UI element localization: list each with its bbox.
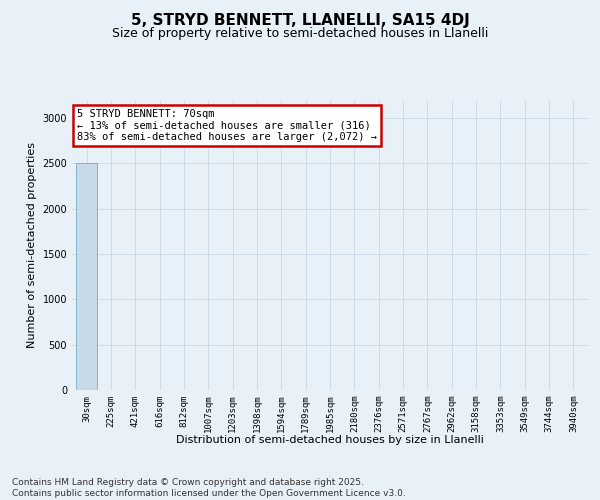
Text: 5 STRYD BENNETT: 70sqm
← 13% of semi-detached houses are smaller (316)
83% of se: 5 STRYD BENNETT: 70sqm ← 13% of semi-det… [77, 108, 377, 142]
X-axis label: Distribution of semi-detached houses by size in Llanelli: Distribution of semi-detached houses by … [176, 436, 484, 446]
Text: Contains HM Land Registry data © Crown copyright and database right 2025.
Contai: Contains HM Land Registry data © Crown c… [12, 478, 406, 498]
Text: Size of property relative to semi-detached houses in Llanelli: Size of property relative to semi-detach… [112, 28, 488, 40]
Bar [76, 164, 97, 390]
Y-axis label: Number of semi-detached properties: Number of semi-detached properties [27, 142, 37, 348]
Text: 5, STRYD BENNETT, LLANELLI, SA15 4DJ: 5, STRYD BENNETT, LLANELLI, SA15 4DJ [131, 12, 469, 28]
